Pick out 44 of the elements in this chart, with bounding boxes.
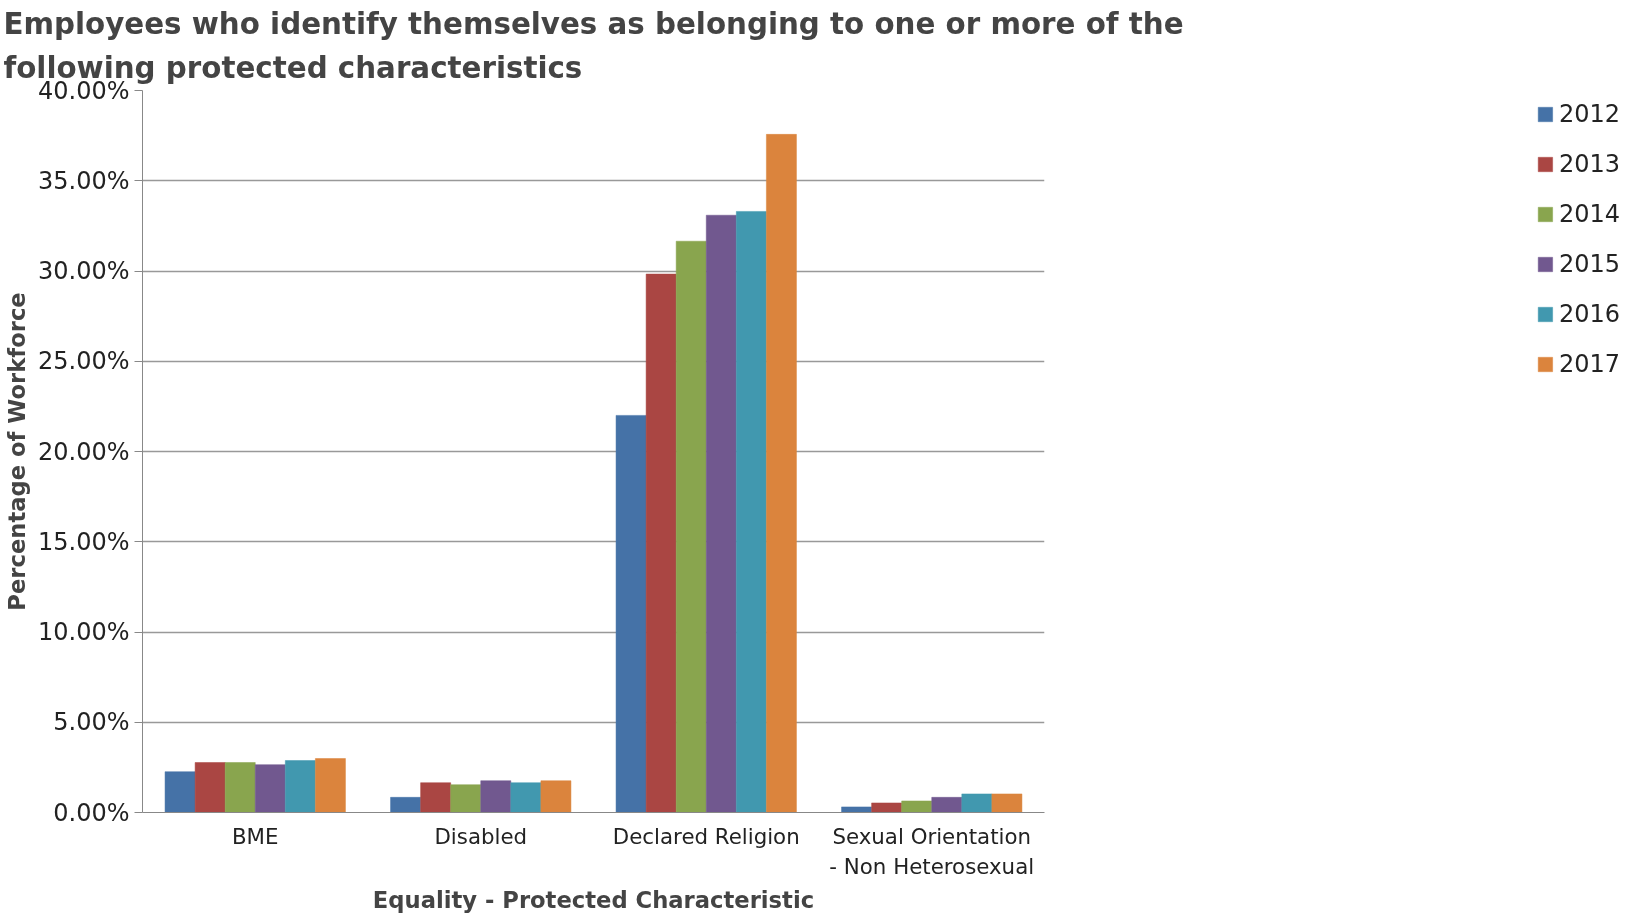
legend-label: 2012 xyxy=(1558,100,1620,128)
y-tick-label: 0.00% xyxy=(53,798,130,827)
bar xyxy=(675,240,707,813)
legend-label: 2013 xyxy=(1558,150,1620,178)
legend-label: 2015 xyxy=(1558,250,1620,278)
bar xyxy=(766,134,797,813)
bar xyxy=(285,760,316,813)
y-tick-label: 25.00% xyxy=(37,347,130,376)
bar xyxy=(931,797,963,813)
legend-label: 2017 xyxy=(1558,350,1620,378)
legend-label: 2014 xyxy=(1558,200,1620,228)
bar xyxy=(390,797,421,813)
bar xyxy=(901,800,932,813)
bar xyxy=(736,211,767,813)
x-axis-title: Equality - Protected Characteristic xyxy=(372,886,815,913)
bar xyxy=(255,764,286,813)
y-tick-label: 10.00% xyxy=(37,618,130,646)
x-tick-label: Sexual Orientation - Non Heterosexual xyxy=(829,823,1035,879)
x-tick-label: Disabled xyxy=(434,823,528,849)
y-tick-label: 20.00% xyxy=(37,437,130,466)
bar xyxy=(991,793,1023,813)
bar xyxy=(480,780,512,813)
y-tick-label: 30.00% xyxy=(37,257,130,285)
bar xyxy=(510,782,542,813)
bar xyxy=(706,214,737,813)
bar xyxy=(224,762,256,813)
y-axis-title: Percentage of Workforce xyxy=(3,292,30,611)
x-tick-label: BME xyxy=(232,823,279,849)
bar xyxy=(615,415,647,813)
bar xyxy=(841,806,872,813)
bar xyxy=(540,780,572,813)
y-tick-label: 15.00% xyxy=(37,527,130,556)
legend-label: 2016 xyxy=(1558,300,1620,328)
bar xyxy=(164,771,196,813)
bar xyxy=(194,762,226,813)
bar xyxy=(420,782,451,813)
y-tick-label: 5.00% xyxy=(53,708,130,737)
bar xyxy=(645,273,677,813)
bar xyxy=(315,758,346,813)
y-tick-label: 35.00% xyxy=(37,166,130,195)
bar xyxy=(961,793,993,813)
bar xyxy=(450,784,481,813)
bar xyxy=(871,802,902,813)
x-tick-label: Declared Religion xyxy=(612,823,800,849)
